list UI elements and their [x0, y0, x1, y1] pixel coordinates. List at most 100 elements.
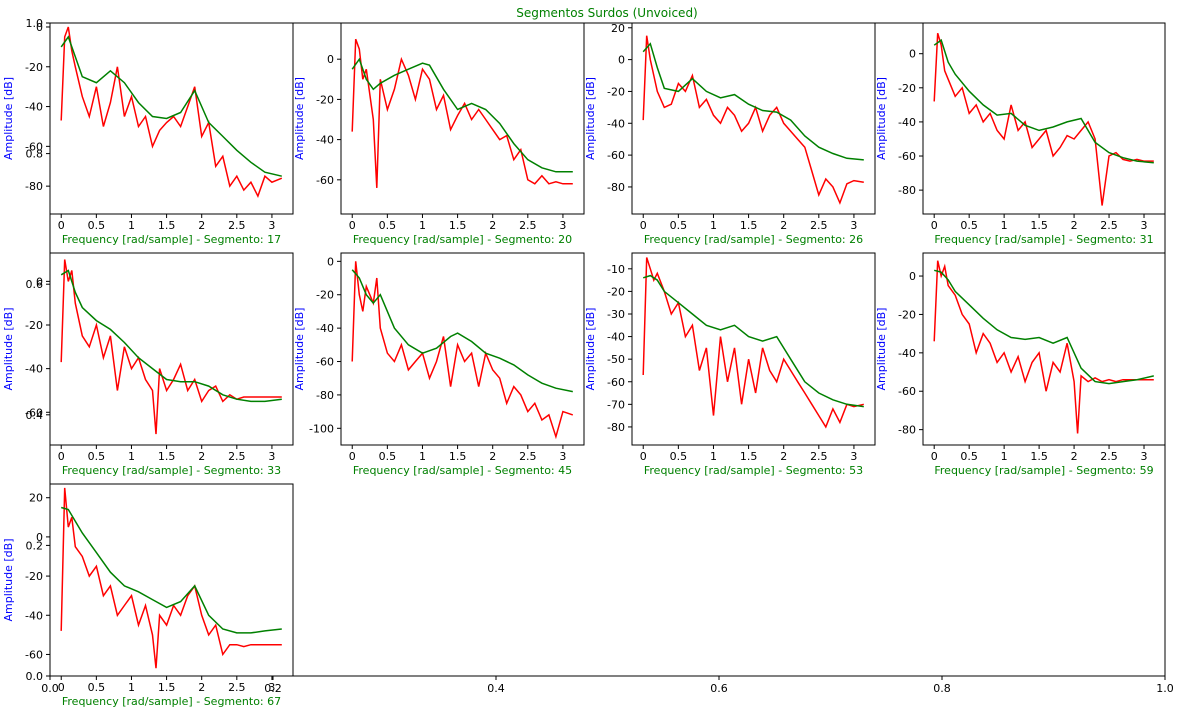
xtick-label: 1.5 [1030, 219, 1048, 232]
xtick-label: 1 [710, 450, 717, 463]
xtick-label: 1.5 [449, 450, 467, 463]
xtick-label: 1.5 [449, 219, 467, 232]
xtick-label: 2 [780, 450, 787, 463]
spectrum-series-line [60, 259, 282, 435]
xtick-label: 0.5 [379, 450, 397, 463]
xtick-label: 3 [268, 681, 275, 694]
xtick-label: 0.5 [88, 219, 106, 232]
envelope-series-line [934, 269, 1154, 385]
subplot-segment-33: 0 0.5 1 1.5 2 2.5 3 0 -20 -40 -60 Frequency [rad/sa… [2, 252, 294, 477]
xtick-label: 1.5 [158, 219, 176, 232]
xtick-label: 2 [780, 219, 787, 232]
spectrum-series-line [642, 35, 864, 205]
ytick-label: -60 [607, 376, 625, 389]
subplot-segment-53: 0 0.5 1 1.5 2 2.5 3 -10 -20 -30 -40 -50 -60 -70 -80 Fre… [584, 252, 876, 477]
subplot-frame [631, 22, 876, 215]
ytick-label: -40 [316, 134, 334, 147]
ytick-label: -20 [607, 85, 625, 98]
y-axis-label: Amplitude [dB] [293, 308, 306, 391]
y-axis-label: Amplitude [dB] [2, 308, 15, 391]
spectrum-series-line [60, 26, 283, 199]
xtick-label: 2.5 [1100, 219, 1118, 232]
xtick-label: 1 [128, 681, 135, 694]
ytick-label: -60 [898, 150, 916, 163]
subplot-segment-45: 0 0.5 1 1.5 2 2.5 3 0 -20 -40 -60 -80 -100 Frequency … [293, 252, 585, 477]
ytick-label: 0 [36, 275, 43, 288]
background-ytick-label: 0.6 [26, 278, 44, 291]
ytick-label: 20 [611, 22, 625, 35]
xtick-label: 0.5 [670, 450, 688, 463]
ytick-label: -30 [607, 308, 625, 321]
xtick-label: 1 [128, 450, 135, 463]
ytick-label: -60 [25, 406, 43, 419]
ytick-label: -10 [607, 263, 625, 276]
xtick-label: 2 [198, 681, 205, 694]
xtick-label: 0 [640, 450, 647, 463]
xtick-label: 3 [268, 219, 275, 232]
envelope-series-line [60, 269, 282, 403]
envelope-series-line [351, 269, 573, 393]
xtick-label: 0 [640, 219, 647, 232]
ytick-label: -20 [25, 61, 43, 74]
envelope-series-line [933, 38, 1154, 164]
xtick-label: 3 [1141, 219, 1148, 232]
ytick-label: -60 [607, 149, 625, 162]
xtick-label: 0 [931, 450, 938, 463]
ytick-label: -80 [316, 389, 334, 402]
xtick-label: 2 [1071, 450, 1078, 463]
xtick-label: 1.5 [158, 450, 176, 463]
spectrum-series-line [351, 38, 573, 188]
ytick-label: -60 [898, 385, 916, 398]
xtick-label: 0.5 [960, 219, 978, 232]
xtick-label: 0.5 [88, 450, 106, 463]
ytick-label: 0 [327, 255, 334, 268]
ytick-label: -40 [607, 117, 625, 130]
x-axis-label: Frequency [rad/sample] - Segmento: 31 [934, 233, 1153, 246]
x-axis-label: Frequency [rad/sample] - Segmento: 20 [353, 233, 572, 246]
xtick-label: 3 [559, 219, 566, 232]
background-ytick-label: 0.8 [26, 148, 44, 161]
subplot-segment-31: 0 0.5 1 1.5 2 2.5 3 0 -20 -40 -60 -80 Frequency [rad… [875, 22, 1166, 246]
subplot-frame [922, 22, 1166, 215]
xtick-label: 0 [58, 219, 65, 232]
background-xtick-label: 0.0 [41, 682, 59, 695]
ytick-label: -60 [316, 174, 334, 187]
ytick-label: 0 [36, 531, 43, 544]
ytick-label: -40 [25, 101, 43, 114]
subplot-frame [922, 252, 1166, 446]
ytick-label: -40 [25, 609, 43, 622]
ytick-label: 0 [36, 21, 43, 34]
ytick-label: -80 [898, 424, 916, 437]
xtick-label: 0.5 [379, 219, 397, 232]
ytick-label: -80 [607, 181, 625, 194]
ytick-label: -70 [607, 398, 625, 411]
envelope-series-line [60, 35, 282, 177]
figure-title: Segmentos Surdos (Unvoiced) [516, 6, 698, 20]
x-axis-label: Frequency [rad/sample] - Segmento: 33 [62, 464, 281, 477]
ytick-label: -40 [607, 331, 625, 344]
spectrum-series-line [60, 487, 282, 669]
xtick-label: 2 [1071, 219, 1078, 232]
subplot-segment-20: 0 0.5 1 1.5 2 2.5 3 0 -20 -40 -60 Frequency [rad/sa… [293, 22, 585, 246]
envelope-series-line [642, 42, 864, 161]
ytick-label: -20 [607, 285, 625, 298]
xtick-label: 1 [128, 219, 135, 232]
x-axis-label: Frequency [rad/sample] - Segmento: 45 [353, 464, 572, 477]
subplot-segment-67: 0 0.5 1 1.5 2 2.5 3 20 0 -20 -40 -60 Frequency [rad/… [2, 483, 294, 708]
ytick-label: -20 [898, 308, 916, 321]
x-axis-label: Frequency [rad/sample] - Segmento: 53 [644, 464, 863, 477]
ytick-label: -80 [607, 421, 625, 434]
ytick-label: 0 [909, 48, 916, 61]
xtick-label: 2.5 [228, 450, 246, 463]
ytick-label: -40 [898, 347, 916, 360]
ytick-label: -40 [25, 363, 43, 376]
xtick-label: 1.5 [158, 681, 176, 694]
xtick-label: 1 [419, 219, 426, 232]
ytick-label: -40 [898, 116, 916, 129]
spectrum-series-line [351, 261, 574, 440]
ytick-label: -60 [25, 140, 43, 153]
spectrum-series-line [933, 260, 1154, 434]
x-axis-label: Frequency [rad/sample] - Segmento: 67 [62, 695, 281, 708]
ytick-label: -80 [898, 184, 916, 197]
subplot-segment-17: 0 0.5 1 1.5 2 2.5 3 0 -20 -40 -60 -80 Frequency [rad… [2, 21, 294, 246]
